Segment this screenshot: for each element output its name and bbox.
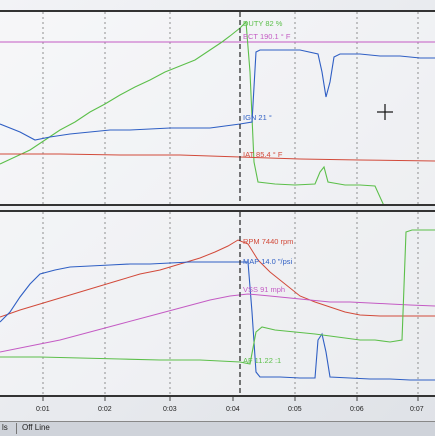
vss-label: VSS 91 mph (243, 285, 285, 294)
x-tick-5: 0:05 (288, 406, 302, 413)
map-trace (0, 261, 435, 381)
vss-trace (0, 293, 435, 353)
af-trace (0, 229, 435, 365)
time-axis-svg: 0:01 0:02 0:03 0:04 0:05 0:06 0:07 (36, 397, 424, 413)
iat-trace (0, 153, 435, 162)
ect-label: ECT 190.1 ° F (243, 32, 291, 41)
top-graph-svg: DUTY 82 % ECT 190.1 ° F IGN 21 ° IAT 85.… (0, 12, 435, 204)
rpm-label: RPM 7440 rpm (243, 237, 293, 246)
connection-status: Off Line (22, 423, 50, 432)
duty-trace (0, 20, 384, 204)
rpm-trace (0, 239, 435, 318)
top-graph-panel[interactable]: DUTY 82 % ECT 190.1 ° F IGN 21 ° IAT 85.… (0, 10, 435, 206)
status-bar: ls Off Line (0, 421, 435, 436)
top-gridlines (42, 12, 419, 204)
map-label: MAP 14.0 "/psi (243, 257, 293, 266)
time-axis: 0:01 0:02 0:03 0:04 0:05 0:06 0:07 (0, 395, 435, 423)
x-tick-1: 0:01 (36, 406, 50, 413)
x-tick-3: 0:03 (163, 406, 177, 413)
crosshair-cursor-icon (377, 104, 393, 120)
iat-label: IAT 85.4 ° F (243, 150, 283, 159)
x-tick-4: 0:04 (226, 406, 240, 413)
af-label: AF 11.22 :1 (243, 356, 281, 365)
x-tick-7: 0:07 (410, 406, 424, 413)
duty-label: DUTY 82 % (243, 19, 283, 28)
bottom-graph-svg: RPM 7440 rpm MAP 14.0 "/psi VSS 91 mph A… (0, 212, 435, 397)
ign-trace (0, 49, 435, 141)
status-divider (16, 423, 17, 434)
bottom-graph-panel[interactable]: RPM 7440 rpm MAP 14.0 "/psi VSS 91 mph A… (0, 210, 435, 397)
status-left-text: ls (2, 423, 8, 432)
ign-label: IGN 21 ° (243, 113, 272, 122)
x-tick-2: 0:02 (98, 406, 112, 413)
bottom-gridlines (42, 212, 419, 397)
x-tick-6: 0:06 (350, 406, 364, 413)
